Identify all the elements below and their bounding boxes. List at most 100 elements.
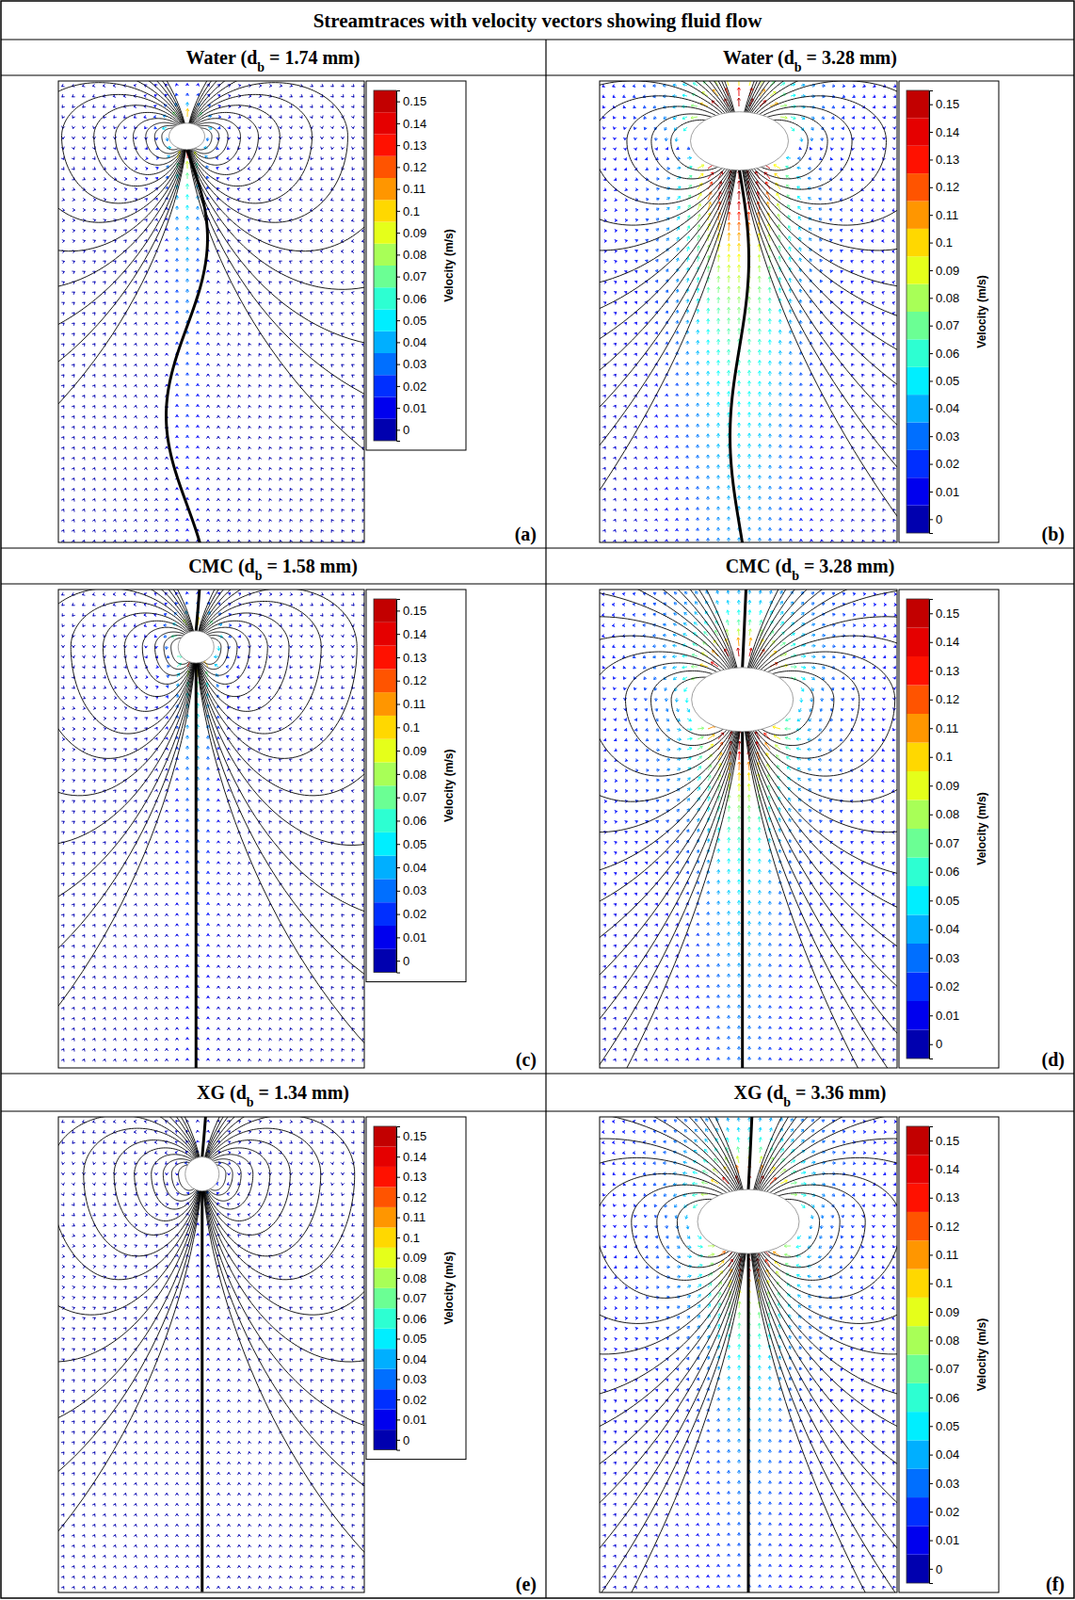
plot-frame — [58, 80, 365, 543]
velocity-vector — [613, 167, 617, 171]
velocity-vector — [144, 302, 147, 305]
velocity-vector — [862, 84, 866, 88]
velocity-vector — [102, 281, 106, 285]
velocity-vector — [144, 478, 147, 482]
velocity-vector — [871, 260, 875, 264]
velocity-vector — [341, 519, 345, 523]
velocity-vector — [217, 404, 221, 408]
velocity-vector — [92, 302, 96, 305]
velocity-vector — [633, 137, 637, 141]
velocity-vector — [154, 488, 158, 492]
velocity-vector — [112, 271, 116, 274]
velocity-vector — [352, 157, 355, 161]
velocity-vector — [341, 197, 345, 201]
velocity-vector — [300, 405, 304, 409]
velocity-vector — [840, 177, 844, 181]
velocity-vector — [186, 108, 190, 117]
velocity-vector — [165, 137, 169, 142]
velocity-vector — [195, 352, 199, 355]
velocity-vector — [842, 95, 846, 98]
velocity-vector — [123, 385, 127, 388]
velocity-vector — [310, 529, 314, 533]
velocity-vector — [331, 416, 335, 419]
colorbar-tick: 0.04 — [396, 335, 427, 350]
velocity-vector — [320, 457, 324, 461]
colorbar-box — [366, 80, 466, 450]
colorbar-tick-label: 0.03 — [402, 356, 427, 371]
velocity-vector — [81, 436, 85, 440]
velocity-vector — [340, 104, 344, 108]
velocity-vector — [195, 372, 199, 376]
velocity-vector — [133, 426, 137, 430]
velocity-vector — [893, 105, 897, 109]
velocity-vector — [331, 146, 335, 150]
velocity-vector — [310, 322, 314, 326]
velocity-vector — [195, 477, 199, 481]
velocity-vector — [706, 266, 710, 273]
colorbar: 00.010.020.030.040.050.060.070.080.090.1… — [373, 90, 427, 442]
velocity-vector — [278, 114, 282, 118]
velocity-vector — [341, 228, 345, 232]
velocity-vector — [206, 497, 209, 501]
colorbar-tick-mark — [396, 123, 401, 125]
colorbar-tick-mark — [396, 429, 401, 431]
velocity-vector — [102, 467, 106, 471]
velocity-vector — [780, 115, 787, 119]
velocity-vector — [602, 105, 606, 109]
velocity-vector — [123, 322, 127, 326]
velocity-vector — [727, 264, 731, 273]
colorbar-axis: 00.010.020.030.040.050.060.070.080.090.1… — [396, 91, 427, 442]
velocity-vector — [185, 424, 189, 428]
velocity-vector — [645, 197, 649, 201]
velocity-vector — [289, 519, 293, 523]
velocity-vector — [300, 498, 304, 502]
velocity-vector — [238, 478, 241, 482]
velocity-vector — [737, 201, 740, 210]
velocity-vector — [612, 95, 616, 98]
velocity-vector — [217, 126, 221, 129]
velocity-vector — [185, 278, 189, 283]
velocity-vector — [614, 218, 618, 222]
velocity-vector — [799, 247, 803, 252]
velocity-vector — [696, 245, 700, 252]
velocity-vector — [289, 405, 293, 409]
velocity-vector — [71, 488, 75, 492]
velocity-vector — [248, 322, 252, 326]
wake-line — [166, 149, 209, 543]
velocity-vector — [351, 94, 354, 97]
table-rule — [0, 546, 1075, 548]
velocity-vector — [352, 395, 355, 399]
table-border — [0, 0, 1075, 1598]
velocity-vector — [300, 156, 304, 160]
velocity-vector — [692, 82, 698, 86]
velocity-vector — [82, 104, 86, 108]
velocity-vector — [850, 218, 853, 222]
velocity-vector — [850, 188, 854, 192]
velocity-vector — [310, 312, 314, 316]
velocity-vector — [882, 115, 886, 119]
velocity-vector — [154, 218, 158, 222]
colorbar-tick: 0.03 — [396, 356, 427, 371]
velocity-vector — [175, 93, 178, 97]
velocity-vector — [92, 467, 96, 471]
velocity-vector — [62, 104, 65, 108]
velocity-vector — [92, 343, 96, 347]
velocity-vector — [195, 435, 199, 439]
velocity-vector — [133, 529, 137, 533]
velocity-vector — [352, 218, 355, 222]
velocity-vector — [320, 302, 324, 305]
velocity-vector — [164, 446, 168, 450]
velocity-vector — [268, 187, 272, 191]
colorbar-cell — [373, 134, 397, 157]
velocity-vector — [195, 341, 199, 345]
velocity-vector — [124, 166, 128, 170]
velocity-vector — [237, 177, 241, 181]
colorbar-cell — [373, 352, 397, 375]
velocity-vector — [112, 488, 116, 492]
velocity-vector — [655, 249, 658, 253]
velocity-vector — [217, 363, 221, 367]
panel-title: Water (db = 3.28 mm) — [722, 47, 898, 75]
velocity-vector — [133, 353, 137, 357]
velocity-vector — [882, 95, 886, 98]
velocity-vector — [175, 300, 178, 304]
